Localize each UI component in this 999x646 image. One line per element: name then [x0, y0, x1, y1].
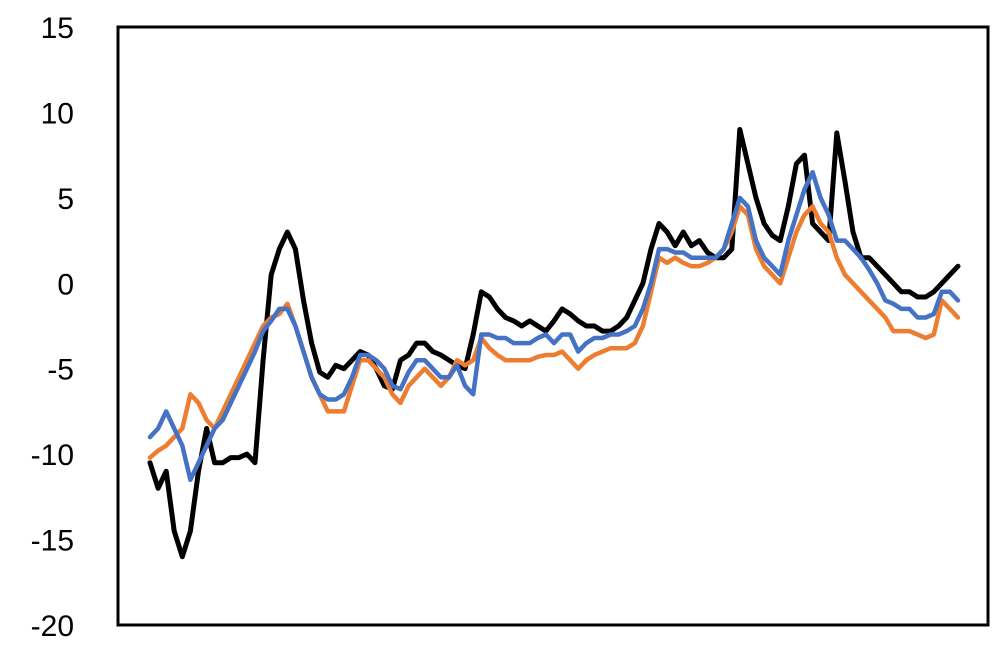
- y-tick-label: 5: [57, 183, 74, 216]
- y-tick-label: 10: [41, 97, 74, 130]
- series-layer: [147, 127, 961, 560]
- y-tick-label: -10: [31, 439, 74, 472]
- y-tick-label: -20: [31, 610, 74, 643]
- y-tick-label: 0: [57, 268, 74, 301]
- series-line-3: [147, 169, 961, 483]
- y-tick-label: -5: [47, 354, 74, 387]
- y-tick-label: 15: [41, 12, 74, 45]
- y-axis-tick-labels: 15 10 5 0 -5 -10 -15 -20: [31, 12, 74, 643]
- series-line-1: [147, 127, 961, 560]
- y-tick-label: -15: [31, 525, 74, 558]
